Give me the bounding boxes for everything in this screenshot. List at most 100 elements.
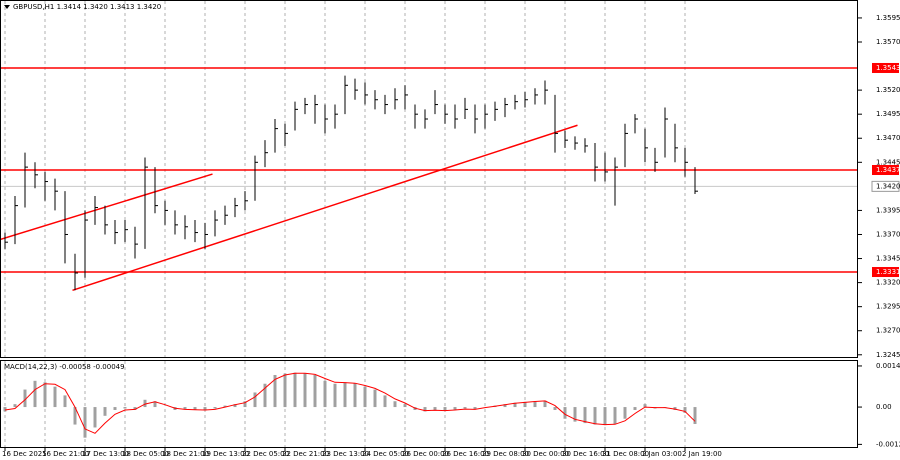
x-tick-label: 2 Jan 19:00 [682,450,722,458]
y-tick-label: 1.3595 [876,14,900,22]
macd-bar [43,382,47,408]
macd-bar [113,407,117,410]
macd-bar [523,401,527,408]
y-tick-label: 1.3395 [876,206,900,214]
macd-frame [0,360,858,448]
y-tick-label: 1.3445 [876,158,900,166]
macd-bar [473,407,477,410]
collapse-icon[interactable] [4,5,10,9]
x-tick-label: 2 Jan 03:00 [642,450,682,458]
macd-bar [3,407,7,412]
macd-bar [13,404,17,408]
last-price-label: 1.3420 [876,182,900,190]
macd-bar [23,389,27,408]
y-tick-label: 1.3495 [876,110,900,118]
macd-bar [133,407,137,410]
macd-bar [693,407,697,424]
level-label-box [872,267,899,278]
macd-bar [383,395,387,408]
macd-bar [293,372,297,408]
y-tick-label: 1.3520 [876,86,900,94]
macd-bar [613,407,617,424]
x-tick-label: 16 Dec 21:00 [42,450,89,458]
macd-bar [643,404,647,408]
macd-bar [313,374,317,408]
macd-bar [433,407,437,410]
signal-line [4,372,696,434]
macd-bar [233,404,237,408]
macd-bar [403,404,407,408]
y-tick-label: 1.3270 [876,327,900,335]
x-tick-label: 23 Dec 13:00 [322,450,369,458]
y-tick-label: 1.3345 [876,255,900,263]
x-tick-label: 22 Dec 05:00 [242,450,289,458]
x-tick-label: 16 Dec 2025 [2,450,47,458]
y-tick-label: 1.3470 [876,134,900,142]
macd-panel: 0.00141 0.00 -0.00128 [3,361,900,448]
x-tick-label: 30 Dec 00:00 [522,450,569,458]
macd-bar [153,401,157,408]
macd-bar [203,407,207,411]
x-tick-label: 26 Dec 00:00 [402,450,449,458]
trend-line [72,124,578,292]
macd-bar [673,407,677,410]
level-label-box [872,165,899,176]
macd-title: MACD(14,22,3) -0.00058 -0.00049 [4,363,125,371]
last-price-box [871,180,900,192]
macd-bar [123,407,127,409]
macd-bar [623,407,627,419]
macd-bar [283,373,287,408]
chart-title: GBPUSD,H1 1.3414 1.3420 1.3413 1.3420 [13,3,161,11]
macd-bar [503,404,507,408]
y-tick-label: 1.3570 [876,38,900,46]
macd-bar [363,386,367,408]
macd-bar [443,407,447,411]
macd-bar [333,383,337,408]
x-tick-label: 18 Dec 21:00 [162,450,209,458]
x-tick-label: 30 Dec 16:00 [562,450,609,458]
x-tick-label: 31 Dec 08:00 [602,450,649,458]
x-tick-label: 19 Dec 13:00 [202,450,249,458]
level-label: 1.3331 [876,268,900,276]
x-tick-label: 22 Dec 21:00 [282,450,329,458]
macd-bar [683,407,687,413]
macd-bar [243,401,247,408]
macd-bar [53,386,57,408]
macd-bar [393,401,397,408]
macd-bar [533,401,537,408]
macd-bar [463,407,467,409]
y-tick-label: 0.00 [876,403,892,411]
macd-bar [583,407,587,424]
macd-bar [353,383,357,408]
macd-bar [453,407,457,410]
x-tick-label: 18 Dec 05:00 [122,450,169,458]
price-frame [0,0,858,358]
macd-bar [553,407,557,410]
y-tick-label: 0.00141 [876,362,900,370]
macd-bar [603,407,607,426]
macd-bar [213,407,217,409]
macd-bar [83,407,87,438]
macd-bar [563,407,567,419]
macd-bar [543,400,547,408]
level-label: 1.3437 [876,166,900,174]
macd-bar [33,380,37,408]
macd-bar [513,402,517,408]
x-tick-label: 29 Dec 08:00 [482,450,529,458]
macd-bar [73,407,77,425]
macd-bar [93,407,97,428]
macd-bar [183,407,187,410]
y-tick-label: 1.3295 [876,303,900,311]
macd-bar [143,399,147,408]
macd-bar [263,383,267,408]
macd-bar [593,407,597,425]
macd-bar [63,395,67,408]
macd-bar [423,407,427,412]
macd-bar [373,389,377,408]
y-tick-label: 1.3245 [876,351,900,359]
level-label-box [872,62,899,73]
macd-bar [223,405,227,408]
